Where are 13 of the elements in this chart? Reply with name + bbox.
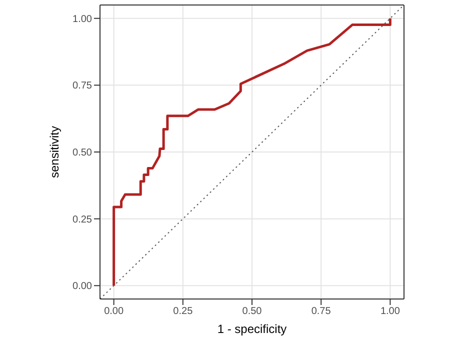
y-tick-label: 0.75 [72, 80, 92, 92]
y-tick-label: 1.00 [72, 14, 92, 25]
x-tick-label: 0.25 [173, 306, 194, 318]
x-tick-label: 0.75 [311, 306, 332, 318]
x-tick-label: 1.00 [380, 306, 400, 318]
y-axis-title: sensitivity [47, 126, 62, 178]
y-tick-label: 0.50 [72, 148, 92, 159]
x-tick-label: 0.00 [104, 306, 124, 318]
line-series [112, 17, 392, 287]
y-tick-label: 0.25 [72, 214, 92, 226]
x-tick-label: 0.50 [242, 306, 262, 318]
x-axis-title: 1 - specificity [217, 322, 287, 336]
y-tick-label: 0.00 [72, 281, 92, 292]
